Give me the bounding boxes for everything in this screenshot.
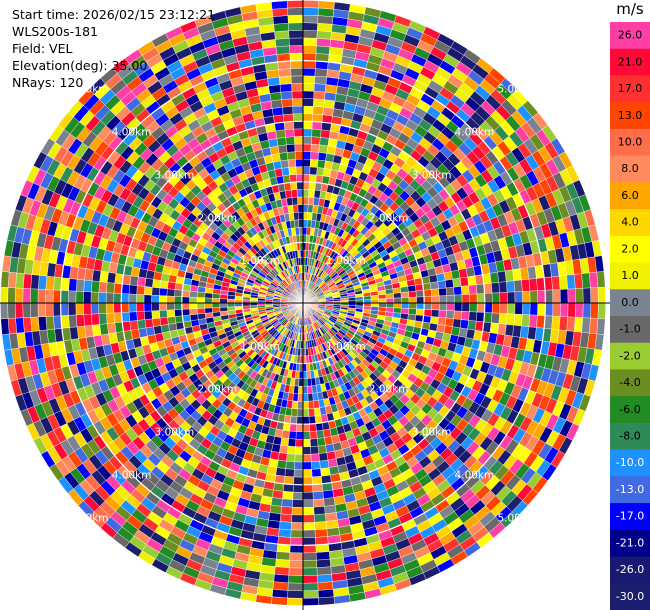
colorbar-label: 8.0 xyxy=(621,162,639,175)
colorbar-label: -17.0 xyxy=(616,510,644,523)
colorbar-segment xyxy=(610,583,650,610)
range-ring-label: 4.00km xyxy=(455,127,495,139)
ppi-plot: 1.00km 1.00km 1.00km 1.00km 2.00km 2.00km 2.00… xyxy=(0,0,610,610)
elevation: Elevation(deg): 35.00 xyxy=(12,58,148,73)
range-ring-label: 1.00km xyxy=(326,255,366,267)
colorbar-segment xyxy=(610,155,650,183)
range-ring-label: 3.00km xyxy=(412,169,452,181)
colorbar-segment xyxy=(610,75,650,103)
colorbar-label: 4.0 xyxy=(621,216,639,229)
colorbar-label: 2.0 xyxy=(621,242,639,255)
range-ring-label: 3.00km xyxy=(155,427,195,439)
colorbar-segment xyxy=(610,369,650,397)
colorbar-label: -4.0 xyxy=(619,376,640,389)
range-ring-label: 1.00km xyxy=(240,255,280,267)
colorbar-label: 26.0 xyxy=(618,29,643,42)
colorbar-segment xyxy=(610,529,650,558)
colorbar: 26.0 21.0 17.0 13.0 10.0 8.0 6.0 4.0 2.0 1.0 0.0 -1… xyxy=(610,22,650,610)
colorbar-segment xyxy=(610,396,650,424)
scan-info: Start time: 2026/02/15 23:12:21 WLS200s-… xyxy=(12,6,215,91)
colorbar-label: -13.0 xyxy=(616,483,644,496)
start-time: Start time: 2026/02/15 23:12:21 xyxy=(12,7,216,22)
colorbar-segment xyxy=(610,556,650,584)
station-name: WLS200s-181 xyxy=(12,24,98,39)
range-ring-label: 2.00km xyxy=(197,384,237,396)
velocity-bins xyxy=(0,0,607,607)
colorbar-segment xyxy=(610,476,650,504)
colorbar-label: 21.0 xyxy=(618,55,643,68)
colorbar-label: -6.0 xyxy=(619,403,640,416)
colorbar-label: -10.0 xyxy=(616,456,644,469)
colorbar-label: 10.0 xyxy=(618,135,643,148)
colorbar-label: -26.0 xyxy=(616,563,644,576)
range-ring-label: 5.00km xyxy=(69,84,109,96)
colorbar-label: -8.0 xyxy=(619,429,640,442)
colorbar-label: 17.0 xyxy=(618,82,643,95)
range-ring-label: 4.00km xyxy=(455,469,495,481)
nrays: NRays: 120 xyxy=(12,75,84,90)
colorbar-label: 13.0 xyxy=(618,109,643,122)
colorbar-segment xyxy=(610,449,650,477)
colorbar-label: -1.0 xyxy=(619,323,640,336)
colorbar-label: 6.0 xyxy=(621,189,639,202)
colorbar-label: 1.0 xyxy=(621,269,639,282)
range-ring-label: 5.00km xyxy=(69,512,109,524)
range-ring-label: 3.00km xyxy=(155,169,195,181)
range-ring-label: 5.00km xyxy=(497,512,537,524)
colorbar-segment xyxy=(610,235,650,264)
colorbar-segment xyxy=(610,289,650,317)
colorbar-segment xyxy=(610,422,650,451)
range-ring-label: 5.00km xyxy=(497,84,537,96)
colorbar-segment xyxy=(610,503,650,531)
range-ring-label: 2.00km xyxy=(369,384,409,396)
range-ring-label: 4.00km xyxy=(112,127,152,139)
range-ring-label: 4.00km xyxy=(112,469,152,481)
range-ring-label: 1.00km xyxy=(326,341,366,353)
colorbar-segment xyxy=(610,342,650,370)
field-name: Field: VEL xyxy=(12,41,73,56)
range-ring-label: 3.00km xyxy=(412,427,452,439)
colorbar-segment xyxy=(610,316,650,344)
colorbar-segment xyxy=(610,48,650,76)
colorbar-label: 0.0 xyxy=(621,296,639,309)
range-ring-label: 1.00km xyxy=(240,341,280,353)
range-ring-label: 2.00km xyxy=(197,212,237,224)
colorbar-segment xyxy=(610,209,650,237)
colorbar-label: -2.0 xyxy=(619,349,640,362)
colorbar-segment xyxy=(610,102,650,130)
range-ring-label: 2.00km xyxy=(369,212,409,224)
colorbar-label: -30.0 xyxy=(616,590,644,603)
colorbar-segment xyxy=(610,182,650,210)
range-ring-labels: 1.00km 1.00km 1.00km 1.00km 2.00km 2.00km 2.00… xyxy=(69,84,537,525)
colorbar-segment xyxy=(610,22,650,50)
colorbar-label: -21.0 xyxy=(616,536,644,549)
colorbar-segment xyxy=(610,128,650,157)
colorbar-unit: m/s xyxy=(616,0,644,18)
colorbar-segment xyxy=(610,262,650,290)
